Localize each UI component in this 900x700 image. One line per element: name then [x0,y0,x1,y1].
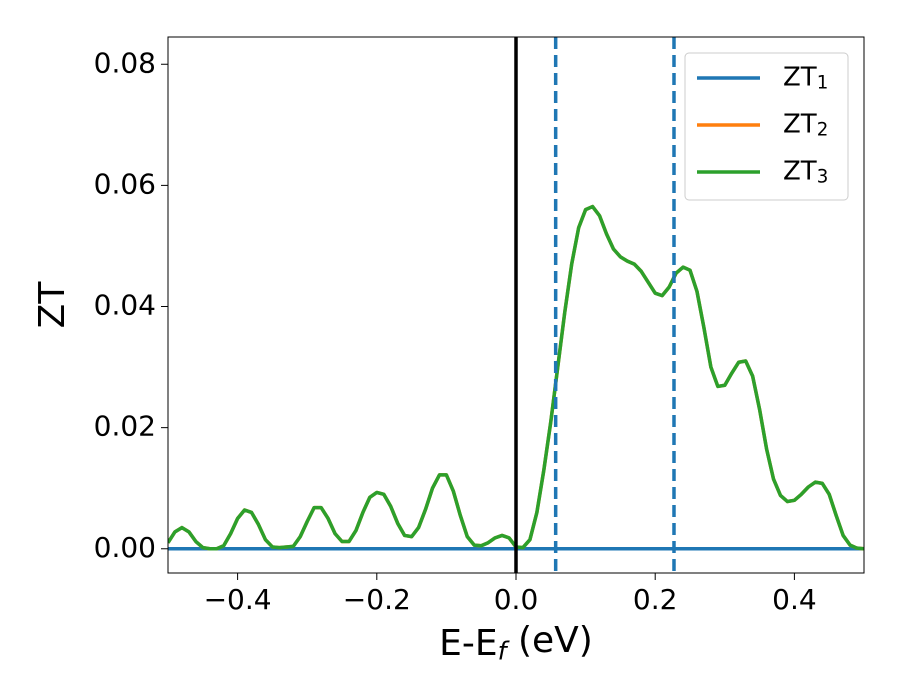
y-tick-label: 0.02 [94,410,156,443]
y-tick-label: 0.04 [94,289,156,322]
y-tick-label: 0.00 [94,531,156,564]
axes-frame [167,36,865,574]
x-tick-label: −0.4 [204,583,272,616]
x-tick-label: 0.0 [494,583,539,616]
x-tick-label: 0.4 [772,583,817,616]
legend-box [684,52,849,201]
x-tick-label: −0.2 [343,583,411,616]
y-tick-label: 0.06 [94,167,156,200]
y-tick-label: 0.08 [94,46,156,79]
legend-label: ZT2 [783,110,828,141]
x-axis-label: E-Ef (eV) [439,620,593,666]
plot-area [168,37,864,573]
x-tick-label: 0.2 [633,583,678,616]
y-axis-label: ZT [32,281,73,329]
